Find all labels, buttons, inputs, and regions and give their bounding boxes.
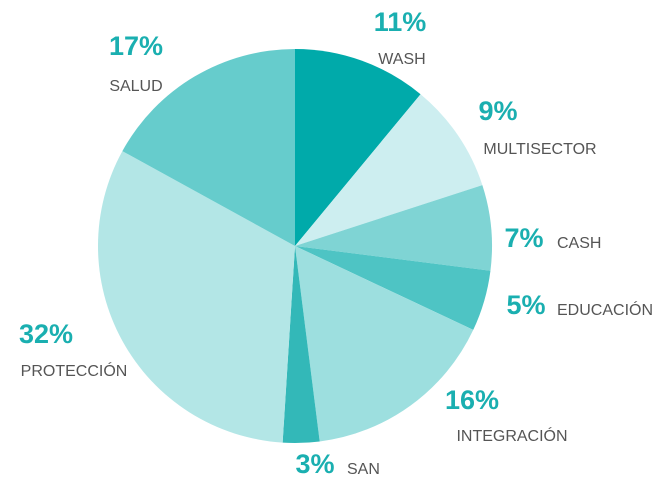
category-label: WASH	[378, 51, 425, 68]
pie-slice	[295, 94, 483, 246]
pie-slice	[295, 246, 474, 442]
pie-slice	[282, 246, 320, 443]
value-label: 11%	[374, 7, 427, 37]
pie-slice	[295, 185, 492, 271]
category-label: MULTISECTOR	[483, 141, 596, 158]
category-label: SALUD	[109, 78, 162, 95]
category-label: PROTECCIÓN	[21, 361, 128, 380]
value-label: 7%	[504, 223, 543, 253]
pie-slice	[97, 151, 295, 443]
value-label: 5%	[506, 290, 545, 320]
value-label: 16%	[445, 385, 499, 415]
value-label: 3%	[295, 449, 334, 479]
category-label: INTEGRACIÓN	[456, 426, 567, 445]
value-label: 17%	[109, 31, 163, 61]
pie-slice	[295, 246, 491, 330]
pie-slice	[122, 48, 295, 246]
value-label: 32%	[19, 319, 73, 349]
category-label: EDUCACIÓN	[557, 300, 653, 319]
category-label: SAN	[347, 461, 380, 478]
pie-slice	[295, 49, 421, 246]
value-label: 9%	[478, 96, 517, 126]
category-label: CASH	[557, 235, 601, 252]
